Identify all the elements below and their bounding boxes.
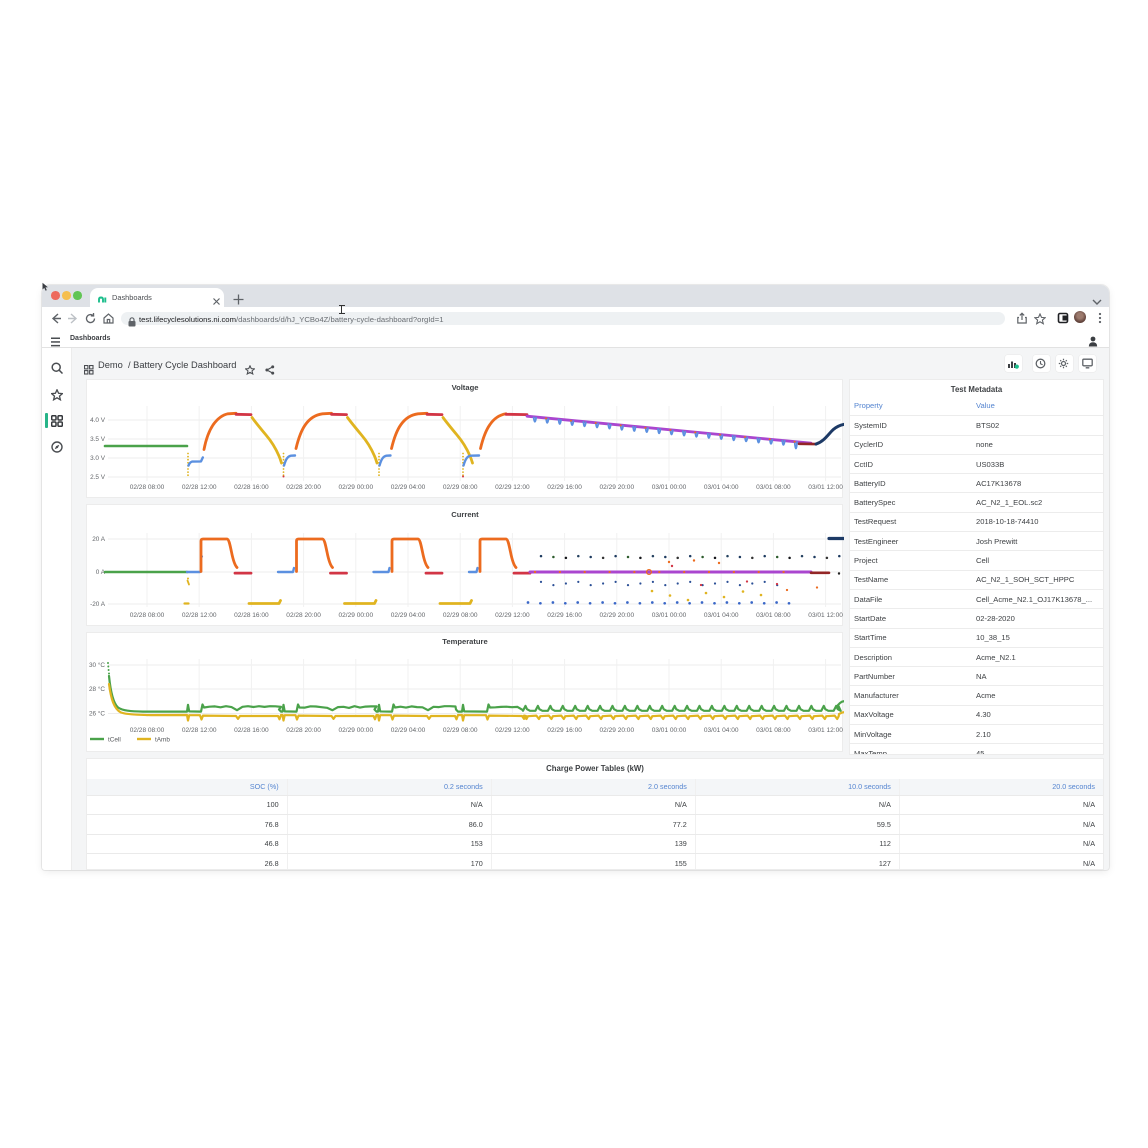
svg-text:03/01 12:00: 03/01 12:00 [808,484,843,491]
svg-text:02/28 20:00: 02/28 20:00 [286,612,321,619]
svg-text:02/29 12:00: 02/29 12:00 [495,727,530,734]
svg-text:03/01 00:00: 03/01 00:00 [652,727,687,734]
svg-text:02/28 12:00: 02/28 12:00 [182,612,217,619]
svg-text:02/29 12:00: 02/29 12:00 [495,484,530,491]
svg-text:03/01 08:00: 03/01 08:00 [756,612,791,619]
svg-text:2.5 V: 2.5 V [90,474,106,481]
svg-text:tAmb: tAmb [155,737,170,744]
svg-text:4.0 V: 4.0 V [90,417,106,424]
svg-text:03/01 08:00: 03/01 08:00 [756,727,791,734]
svg-text:02/29 20:00: 02/29 20:00 [600,727,635,734]
svg-text:02/29 04:00: 02/29 04:00 [391,484,426,491]
svg-text:02/29 20:00: 02/29 20:00 [600,612,635,619]
svg-text:20 A: 20 A [92,536,106,543]
svg-text:02/29 16:00: 02/29 16:00 [547,727,582,734]
svg-text:30 °C: 30 °C [89,661,105,669]
svg-text:03/01 04:00: 03/01 04:00 [704,612,739,619]
svg-text:3.5 V: 3.5 V [90,436,106,443]
svg-text:02/28 12:00: 02/28 12:00 [182,727,217,734]
svg-text:02/28 20:00: 02/28 20:00 [286,484,321,491]
svg-text:Voltage: Voltage [452,383,479,392]
svg-text:03/01 12:00: 03/01 12:00 [808,727,843,734]
svg-text:0 A: 0 A [96,569,106,576]
svg-text:03/01 00:00: 03/01 00:00 [652,484,687,491]
svg-text:3.0 V: 3.0 V [90,455,106,462]
svg-text:02/29 04:00: 02/29 04:00 [391,727,426,734]
svg-text:Current: Current [451,510,479,519]
svg-text:03/01 08:00: 03/01 08:00 [756,484,791,491]
svg-text:02/28 16:00: 02/28 16:00 [234,727,269,734]
svg-text:03/01 12:00: 03/01 12:00 [808,612,843,619]
svg-text:02/28 12:00: 02/28 12:00 [182,484,217,491]
svg-text:02/29 16:00: 02/29 16:00 [547,612,582,619]
svg-text:26 °C: 26 °C [89,710,105,718]
svg-text:02/29 08:00: 02/29 08:00 [443,612,478,619]
svg-text:02/29 08:00: 02/29 08:00 [443,484,478,491]
svg-text:02/29 04:00: 02/29 04:00 [391,612,426,619]
svg-text:02/29 08:00: 02/29 08:00 [443,727,478,734]
svg-text:02/29 00:00: 02/29 00:00 [339,612,374,619]
svg-text:28 °C: 28 °C [89,685,105,693]
svg-text:02/29 20:00: 02/29 20:00 [600,484,635,491]
svg-text:02/29 16:00: 02/29 16:00 [547,484,582,491]
svg-text:02/28 16:00: 02/28 16:00 [234,612,269,619]
svg-text:03/01 00:00: 03/01 00:00 [652,612,687,619]
svg-text:02/28 16:00: 02/28 16:00 [234,484,269,491]
svg-text:02/28 20:00: 02/28 20:00 [286,727,321,734]
svg-text:Temperature: Temperature [442,637,487,646]
svg-text:02/28 08:00: 02/28 08:00 [130,484,165,491]
svg-text:02/29 00:00: 02/29 00:00 [339,727,374,734]
svg-text:02/28 08:00: 02/28 08:00 [130,727,165,734]
svg-text:03/01 04:00: 03/01 04:00 [704,484,739,491]
svg-text:02/29 00:00: 02/29 00:00 [339,484,374,491]
svg-text:-20 A: -20 A [90,601,106,608]
svg-text:tCell: tCell [108,737,121,744]
svg-text:03/01 04:00: 03/01 04:00 [704,727,739,734]
svg-text:02/28 08:00: 02/28 08:00 [130,612,165,619]
svg-text:02/29 12:00: 02/29 12:00 [495,612,530,619]
